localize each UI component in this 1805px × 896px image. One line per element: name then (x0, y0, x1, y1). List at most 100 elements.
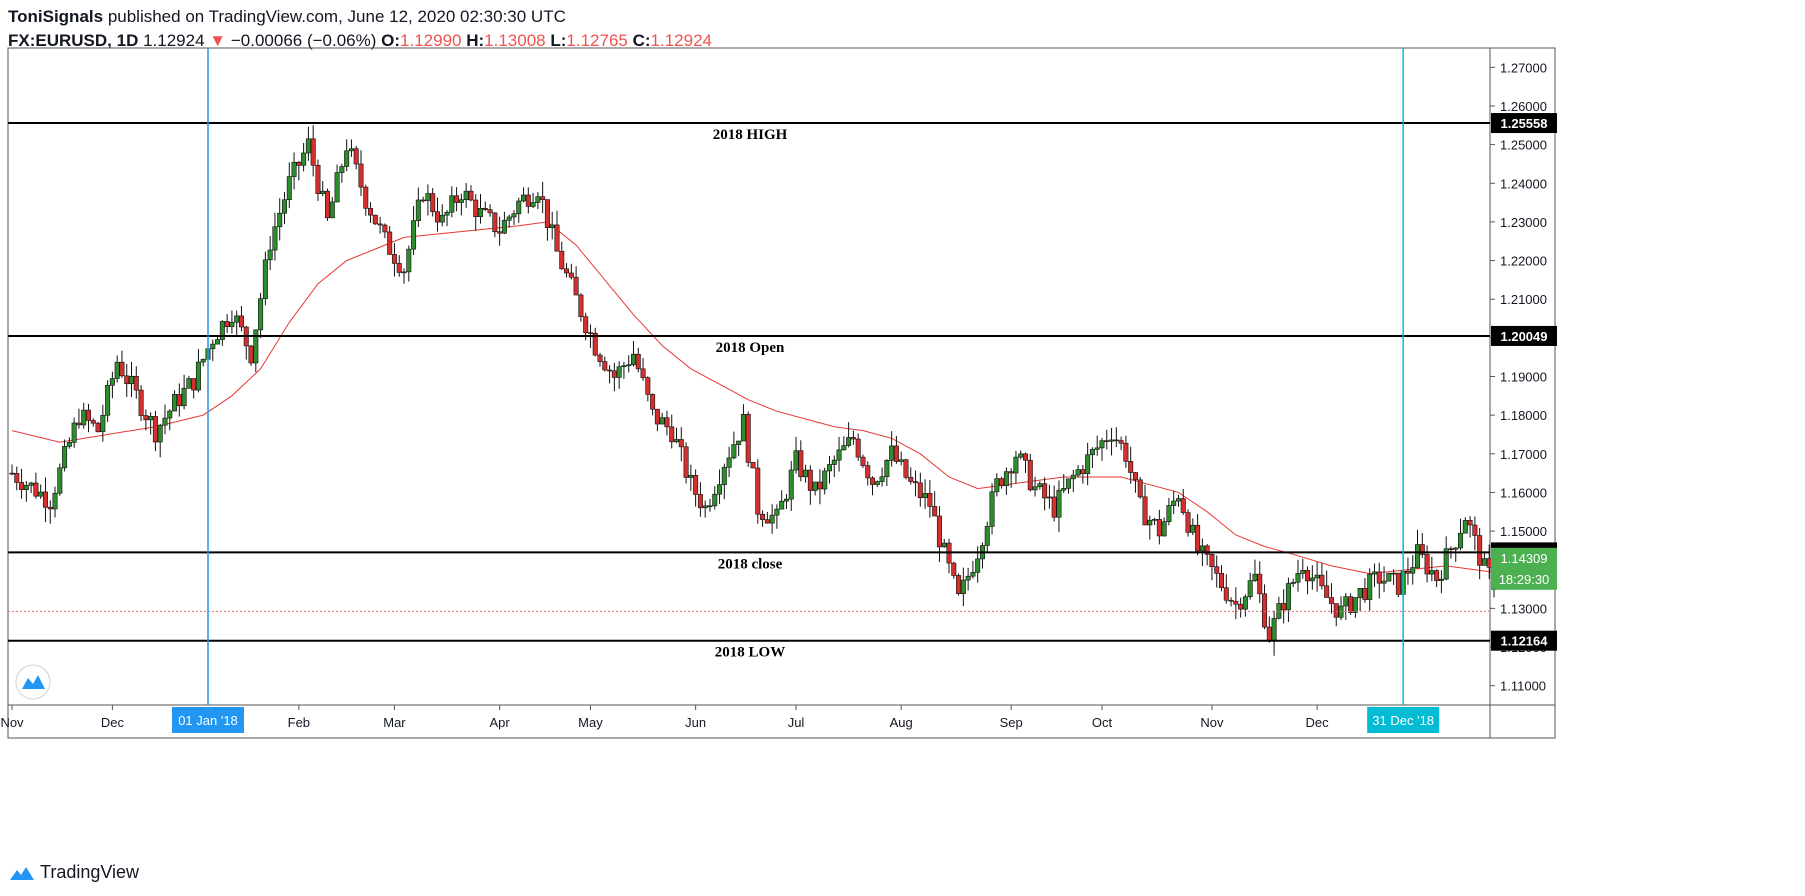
candle-body-up (1415, 544, 1421, 568)
candle-body-up (779, 500, 785, 510)
candle (176, 383, 182, 417)
candle (186, 375, 192, 389)
candle (1391, 569, 1397, 585)
candle (740, 404, 746, 442)
level-label: 2018 LOW (715, 645, 785, 661)
candle-body-down (860, 456, 866, 466)
candle-body-up (229, 321, 235, 327)
candle (693, 469, 699, 507)
candle (1405, 557, 1411, 585)
candle-body-down (592, 332, 598, 356)
candle-body-up (219, 321, 225, 340)
candle (272, 212, 278, 261)
candle (597, 352, 603, 367)
candle (42, 477, 48, 523)
candle (965, 567, 971, 591)
candle (305, 126, 311, 161)
candle-body-up (1300, 570, 1306, 574)
candle (1180, 489, 1186, 515)
candle-body-up (1290, 581, 1296, 584)
footer-brand[interactable]: TradingView (40, 862, 140, 882)
candle-body-up (616, 366, 622, 378)
candle-body-up (1462, 520, 1468, 534)
x-tick-label: Nov (1200, 715, 1224, 730)
candle-body-down (650, 394, 656, 410)
tradingview-chart-logo[interactable] (15, 664, 51, 700)
candle-body-up (157, 424, 163, 443)
candle-body-up (731, 444, 737, 459)
candle-body-down (559, 250, 565, 270)
candle (602, 356, 608, 372)
candle (1309, 565, 1315, 590)
candle-body-up (1070, 474, 1076, 480)
x-tick-label: Sep (1000, 715, 1023, 730)
candle-body-up (1247, 580, 1253, 598)
candle-body-up (66, 442, 72, 447)
candle-body-up (1166, 505, 1172, 523)
candle (970, 561, 976, 579)
candle-body-up (717, 484, 723, 495)
y-tick-label: 1.23000 (1500, 215, 1547, 230)
candle (913, 470, 919, 497)
candle-body-up (401, 271, 407, 274)
candle (492, 212, 498, 238)
candle-body-up (1438, 578, 1444, 581)
candle (1190, 518, 1196, 536)
candle (1128, 446, 1134, 484)
candle (234, 310, 240, 337)
candle (334, 164, 340, 203)
candle-body-up (1271, 618, 1277, 642)
candle-body-up (114, 361, 120, 379)
candle-body-up (1242, 596, 1248, 610)
candle-body-up (320, 190, 326, 194)
candle (956, 573, 962, 596)
candle (1223, 574, 1229, 604)
candle-body-up (626, 364, 632, 367)
high-label: H: (466, 31, 485, 50)
candle-body-up (267, 249, 273, 261)
candle-body-up (1285, 583, 1291, 611)
candle (95, 421, 101, 433)
candle-body-up (181, 387, 187, 407)
time-axis[interactable]: Nov Dec Feb Mar Apr May Jun Jul Aug Sep Oct Nov Dec (0, 705, 1329, 730)
candle (879, 467, 885, 487)
candle (1018, 450, 1024, 460)
candle (826, 455, 832, 484)
candle-body-down (1219, 572, 1225, 589)
candle (181, 374, 187, 410)
candle-body-up (960, 579, 966, 594)
candle-body-down (664, 417, 670, 428)
candle-body-down (917, 482, 923, 499)
candle (999, 476, 1005, 489)
candle-body-up (1357, 588, 1363, 598)
candle-body-down (1333, 603, 1339, 618)
candle (1472, 516, 1478, 551)
candle-body-up (1109, 439, 1115, 442)
current-price-label: 1.14309 (1501, 551, 1548, 566)
candle-body-up (1018, 453, 1024, 458)
candle (1099, 437, 1105, 461)
candle (717, 469, 723, 504)
candle-body-down (635, 353, 641, 370)
author-name[interactable]: ToniSignals (8, 7, 104, 26)
candle-body-down (640, 368, 646, 379)
candle-body-down (1424, 554, 1430, 575)
candle (382, 223, 388, 239)
candle-body-up (286, 176, 292, 201)
candle (1080, 464, 1086, 484)
candle (482, 201, 488, 211)
candle (516, 197, 522, 223)
candle-body-up (1453, 547, 1459, 550)
candle (1046, 484, 1052, 509)
candle-body-down (1214, 566, 1220, 574)
candle-body-down (396, 263, 402, 273)
chart-border (7, 47, 1556, 739)
price-axis[interactable]: 1.27000 1.26000 1.25000 1.24000 1.23000 1.220… (1490, 60, 1547, 694)
candle-body-up (1371, 571, 1377, 575)
candle-body-up (822, 470, 828, 490)
candle-body-down (951, 562, 957, 576)
candle (1429, 556, 1435, 582)
candle (1367, 568, 1373, 611)
candle-body-down (587, 332, 593, 334)
